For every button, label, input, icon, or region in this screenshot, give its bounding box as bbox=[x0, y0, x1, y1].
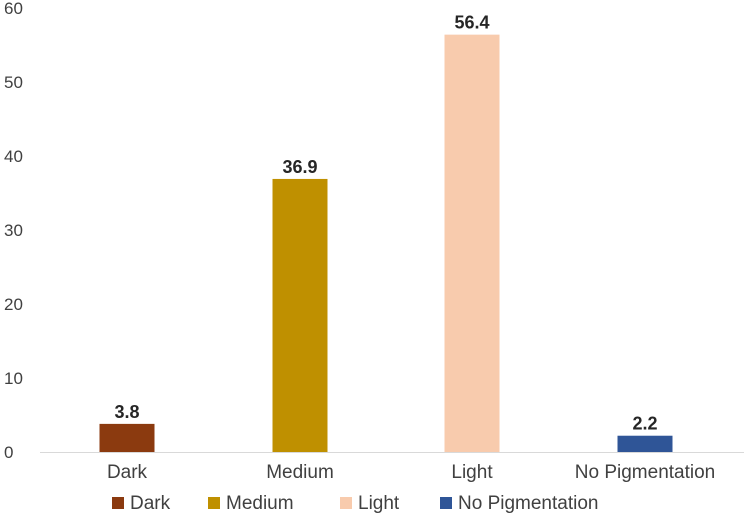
x-tick-label: Medium bbox=[266, 462, 334, 483]
y-tick-label: 30 bbox=[4, 221, 23, 240]
data-label: 3.8 bbox=[114, 402, 139, 422]
x-tick-label: Light bbox=[451, 462, 493, 483]
bar-series bbox=[99, 34, 673, 452]
legend-swatch bbox=[112, 497, 124, 509]
y-tick-label: 40 bbox=[4, 147, 23, 166]
legend-label: No Pigmentation bbox=[458, 493, 598, 514]
bar-light bbox=[444, 34, 500, 452]
legend-label: Dark bbox=[130, 493, 171, 514]
legend-item: No Pigmentation bbox=[440, 493, 598, 514]
data-label: 56.4 bbox=[454, 13, 489, 33]
bar-dark bbox=[99, 423, 155, 452]
legend-item: Light bbox=[340, 493, 400, 514]
bar-medium bbox=[272, 178, 328, 452]
y-tick-label: 60 bbox=[4, 0, 23, 18]
legend-item: Medium bbox=[208, 493, 294, 514]
value-labels: 3.8 36.9 56.4 2.2 bbox=[114, 13, 657, 434]
legend: Dark Medium Light No Pigmentation bbox=[112, 493, 598, 514]
legend-item: Dark bbox=[112, 493, 171, 514]
y-tick-label: 20 bbox=[4, 295, 23, 314]
data-label: 36.9 bbox=[282, 157, 317, 177]
legend-swatch bbox=[340, 497, 352, 509]
data-label: 2.2 bbox=[632, 414, 657, 434]
legend-label: Medium bbox=[226, 493, 294, 514]
y-tick-label: 50 bbox=[4, 73, 23, 92]
legend-swatch bbox=[208, 497, 220, 509]
y-tick-label: 10 bbox=[4, 369, 23, 388]
y-axis: 0 10 20 30 40 50 60 bbox=[4, 0, 23, 462]
x-tick-label: No Pigmentation bbox=[575, 462, 715, 483]
x-axis: Dark Medium Light No Pigmentation bbox=[107, 462, 715, 483]
legend-swatch bbox=[440, 497, 452, 509]
x-tick-label: Dark bbox=[107, 462, 148, 483]
y-tick-label: 0 bbox=[4, 443, 13, 462]
legend-label: Light bbox=[358, 493, 400, 514]
bar-no-pigmentation bbox=[617, 435, 673, 452]
